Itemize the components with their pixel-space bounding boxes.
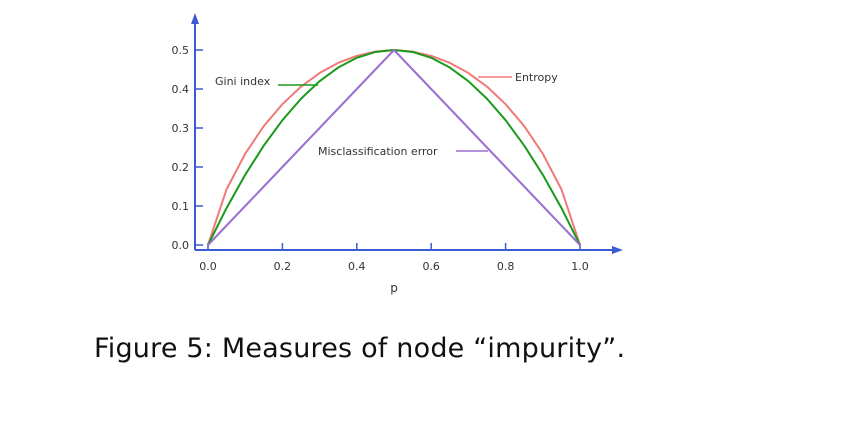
annotations: Gini index Entropy Misclassification error [215,71,558,158]
y-tick-label: 0.1 [172,200,190,213]
gini-index-annotation: Gini index [215,75,271,88]
y-tick-label: 0.4 [172,83,190,96]
x-tick-label: 0.0 [199,260,217,273]
y-axis-arrowhead [191,13,199,24]
figure-caption: Figure 5: Measures of node “impurity”. [94,333,626,364]
axis-ticks: 0.0 0.1 0.2 0.3 0.4 0.5 0.0 0.2 0.4 0.6 0.8 1.0 [172,44,589,273]
chart-axes [191,13,623,254]
y-tick-label: 0.0 [172,239,190,252]
y-tick-label: 0.2 [172,161,190,174]
x-tick-label: 0.4 [348,260,366,273]
entropy-annotation: Entropy [515,71,558,84]
y-tick-label: 0.5 [172,44,190,57]
x-tick-label: 1.0 [571,260,589,273]
x-tick-label: 0.2 [274,260,292,273]
x-tick-label: 0.8 [497,260,515,273]
misclassification-error-annotation: Misclassification error [318,145,438,158]
x-axis-label: p [390,281,398,295]
series-lines [207,49,581,246]
x-tick-label: 0.6 [422,260,440,273]
x-axis-arrowhead [612,246,623,254]
y-tick-label: 0.3 [172,122,190,135]
misclassification-error-line [207,49,581,246]
